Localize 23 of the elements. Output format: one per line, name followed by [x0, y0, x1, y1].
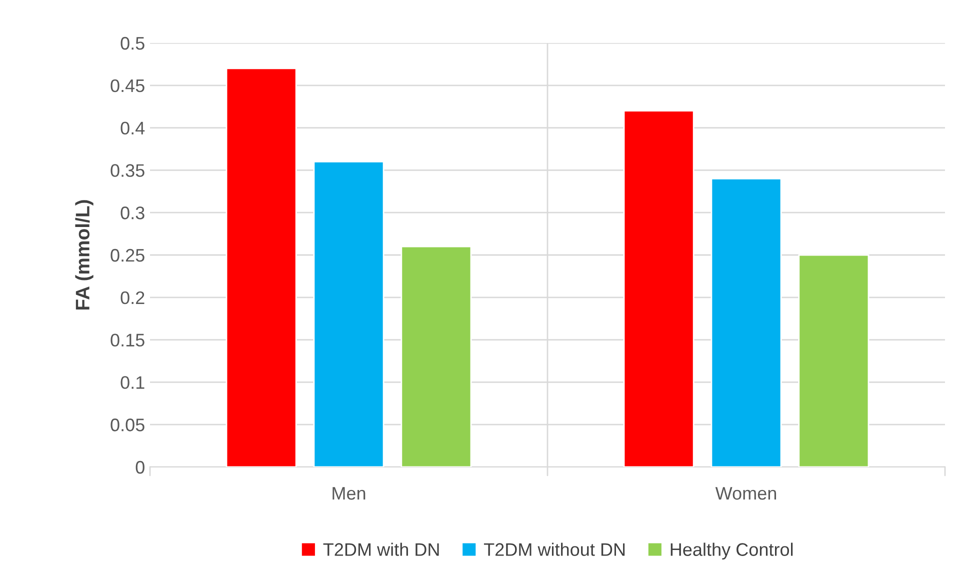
legend-label: Healthy Control — [670, 542, 793, 560]
y-tick-label: 0.05 — [110, 418, 144, 432]
bar — [313, 161, 384, 467]
bar — [623, 110, 694, 467]
y-tick-label: 0.4 — [120, 122, 145, 135]
bar — [226, 68, 297, 467]
y-tick-label: 0.35 — [110, 164, 144, 177]
y-tick-label: 0.45 — [110, 79, 144, 92]
y-tick-label: 0.1 — [120, 376, 144, 389]
x-tick-label: Women — [715, 487, 776, 500]
legend-label: T2DM without DN — [484, 542, 625, 556]
bar — [400, 246, 472, 467]
y-tick-label: 0.25 — [110, 248, 144, 262]
y-tick-label: 0.15 — [110, 334, 144, 347]
legend-label: T2DM with DN — [323, 542, 439, 556]
y-tick-label: 0.2 — [120, 291, 144, 304]
x-tick-label: Men — [332, 487, 366, 500]
bar — [710, 178, 782, 467]
y-tick-label: 0.3 — [120, 206, 144, 220]
bar — [798, 254, 870, 467]
y-tick-label: 0.5 — [120, 36, 144, 50]
y-axis-title: FA (mmol/L) — [75, 200, 94, 310]
y-tick-label: 0 — [136, 460, 144, 474]
